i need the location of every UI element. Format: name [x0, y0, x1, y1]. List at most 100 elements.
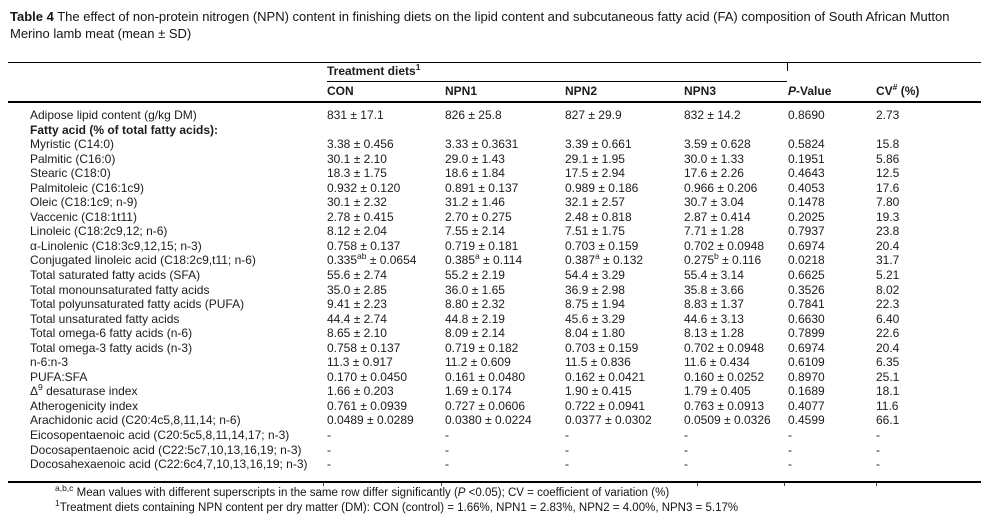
table-row: Total polyunsaturated fatty acids (PUFA)…: [8, 297, 981, 312]
table-row: Docosapentaenoic acid (C22:5c7,10,13,16,…: [8, 443, 981, 458]
cell-con: 8.65 ± 2.10: [327, 326, 387, 341]
cell-npn3: 3.59 ± 0.628: [684, 137, 751, 152]
row-label: Vaccenic (C18:1t11): [30, 209, 137, 224]
cell-npn1: 7.55 ± 2.14: [445, 224, 505, 239]
table-row: Arachidonic acid (C20:4c5,8,11,14; n-6) …: [8, 413, 981, 428]
column-header-cv: CV# (%): [876, 82, 920, 98]
row-label: Eicosopentaenoic acid (C20:5c5,8,11,14,1…: [30, 428, 290, 443]
column-divider-tick: [787, 63, 788, 71]
cell-con: 9.41 ± 2.23: [327, 297, 387, 312]
cell-npn3: -: [684, 428, 688, 443]
cell-npn3: 55.4 ± 3.14: [684, 268, 744, 283]
row-label: Stearic (C18:0): [30, 166, 111, 181]
table-row: Total saturated fatty acids (SFA) 55.6 ±…: [8, 268, 981, 283]
cell-npn1: 11.2 ± 0.609: [445, 355, 511, 370]
cell-npn1: 0.719 ± 0.182: [445, 340, 519, 355]
table-row: Adipose lipid content (g/kg DM) 831 ± 17…: [8, 108, 981, 123]
table-row: Palmitic (C16:0) 30.1 ± 2.10 29.0 ± 1.43…: [8, 152, 981, 167]
row-label: Total polyunsaturated fatty acids (PUFA): [30, 297, 245, 312]
cell-npn2: -: [565, 442, 569, 457]
row-label: Myristic (C14:0): [30, 137, 115, 152]
cell-npn3: [684, 123, 788, 138]
cell-npn2: 0.989 ± 0.186: [565, 180, 639, 195]
row-label: Total omega-3 fatty acids (n-3): [30, 340, 193, 355]
cell-pvalue: 0.3526: [788, 282, 825, 297]
cell-npn3: 0.702 ± 0.0948: [684, 238, 764, 253]
cell-npn2: 45.6 ± 3.29: [565, 311, 625, 326]
table-row: Conjugated linoleic acid (C18:2c9,t11; n…: [8, 252, 981, 268]
cell-cv: 66.1: [876, 413, 900, 428]
table-row: Fatty acid (% of total fatty acids):: [8, 123, 981, 138]
cell-con: 0.0489 ± 0.0289: [327, 413, 414, 428]
column-header-npn1: NPN1: [445, 84, 478, 98]
row-label: Total saturated fatty acids (SFA): [30, 268, 201, 283]
cell-npn1: 36.0 ± 1.65: [445, 282, 505, 297]
table-row: Linoleic (C18:2c9,12; n-6) 8.12 ± 2.04 7…: [8, 224, 981, 239]
column-header-npn2: NPN2: [565, 84, 598, 98]
cell-npn2: 54.4 ± 3.29: [565, 268, 625, 283]
cell-pvalue: 0.4643: [788, 166, 825, 181]
cell-npn1: 0.891 ± 0.137: [445, 180, 519, 195]
cell-pvalue: 0.1951: [788, 151, 825, 166]
cell-con: 8.12 ± 2.04: [327, 224, 387, 239]
row-label: Total unsaturated fatty acids: [30, 311, 180, 326]
cell-npn1: 8.80 ± 2.32: [445, 297, 505, 312]
cell-pvalue: 0.7841: [788, 297, 825, 312]
row-label: Atherogenicity index: [30, 398, 139, 413]
cell-cv: 22.6: [876, 326, 900, 341]
cell-con: 44.4 ± 2.74: [327, 311, 387, 326]
table-row: Δ9 desaturase index 1.66 ± 0.203 1.69 ± …: [8, 383, 981, 399]
cell-npn3: 2.87 ± 0.414: [684, 209, 751, 224]
row-label: Arachidonic acid (C20:4c5,8,11,14; n-6): [30, 413, 241, 428]
row-label: Oleic (C18:1c9; n-9): [30, 195, 138, 210]
row-label: Docosapentaenoic acid (C22:5c7,10,13,16,…: [30, 442, 302, 457]
cell-cv: 20.4: [876, 340, 900, 355]
cell-cv: 15.8: [876, 137, 900, 152]
rule-tick: [784, 482, 785, 486]
footnote-significance: a,b,c Mean values with different supersc…: [55, 483, 670, 499]
row-label: Palmitoleic (C16:1c9): [30, 180, 145, 195]
table-row: Docosahexaenoic acid (C22:6c4,7,10,13,16…: [8, 457, 981, 472]
caption-text: The effect of non-protein nitrogen (NPN)…: [10, 9, 950, 41]
cell-con: 0.932 ± 0.120: [327, 180, 401, 195]
cell-npn2: 32.1 ± 2.57: [565, 195, 625, 210]
footnote-diets: 1Treatment diets containing NPN content …: [55, 497, 739, 514]
cell-con: 1.66 ± 0.203: [327, 384, 394, 399]
cell-pvalue: 0.7899: [788, 326, 825, 341]
cell-con: 831 ± 17.1: [327, 108, 384, 122]
cell-npn1: 44.8 ± 2.19: [445, 311, 505, 326]
table-row: Total omega-3 fatty acids (n-3) 0.758 ± …: [8, 341, 981, 356]
cell-npn1: 0.719 ± 0.181: [445, 238, 519, 253]
cell-npn3: 17.6 ± 2.26: [684, 166, 744, 181]
cell-cv: -: [876, 442, 880, 457]
rule-tick: [441, 482, 442, 486]
cell-npn2: 17.5 ± 2.94: [565, 166, 625, 181]
cell-cv: 11.6: [876, 398, 899, 413]
cell-pvalue: 0.0218: [788, 253, 825, 268]
cell-pvalue: -: [788, 428, 792, 443]
row-label: Linoleic (C18:2c9,12; n-6): [30, 224, 168, 239]
cell-npn2: 0.703 ± 0.159: [565, 340, 639, 355]
cell-con: -: [327, 442, 331, 457]
cell-con: 35.0 ± 2.85: [327, 282, 387, 297]
cell-con: 0.170 ± 0.0450: [327, 369, 407, 384]
cell-cv: 20.4: [876, 238, 900, 253]
cell-npn2: 2.48 ± 0.818: [565, 209, 632, 224]
caption-label: Table 4: [10, 9, 54, 24]
table-row: α-Linolenic (C18:3c9,12,15; n-3) 0.758 ±…: [8, 239, 981, 254]
cell-npn1: 29.0 ± 1.43: [445, 151, 505, 166]
cell-cv: 5.86: [876, 151, 900, 166]
cell-npn1: -: [445, 428, 449, 443]
cell-npn3: 832 ± 14.2: [684, 108, 741, 122]
column-header-pvalue: P-Value: [788, 84, 832, 98]
cell-cv: 2.73: [876, 108, 900, 122]
cell-npn1: 31.2 ± 1.46: [445, 195, 505, 210]
cell-npn2: 1.90 ± 0.415: [565, 384, 632, 399]
cell-npn1: -: [445, 457, 449, 472]
cell-cv: 17.6: [876, 180, 900, 195]
cell-con: 18.3 ± 1.75: [327, 166, 387, 181]
table-row: Oleic (C18:1c9; n-9) 30.1 ± 2.32 31.2 ± …: [8, 195, 981, 210]
cell-npn3: 0.763 ± 0.0913: [684, 398, 764, 413]
cell-npn3: 8.13 ± 1.28: [684, 326, 744, 341]
cell-con: 55.6 ± 2.74: [327, 268, 387, 283]
